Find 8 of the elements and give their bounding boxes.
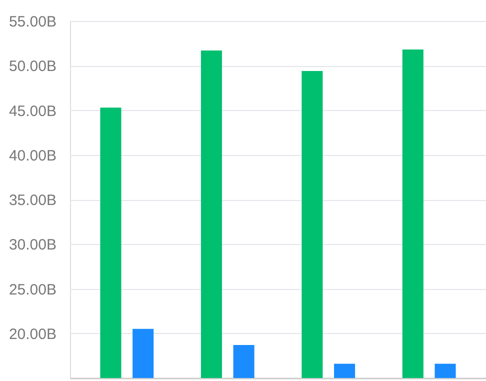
y-tick-label: 50.00B xyxy=(8,58,56,76)
y-tick-label: 55.00B xyxy=(8,14,56,30)
y-tick-label: 30.00B xyxy=(8,236,56,254)
y-tick-label: 20.00B xyxy=(8,326,56,343)
y-tick-label: 45.00B xyxy=(8,102,56,120)
y-tick-label: 25.00B xyxy=(8,281,56,298)
y-tick-label: 40.00B xyxy=(8,147,56,164)
y-tick-label: 35.00B xyxy=(8,192,56,209)
